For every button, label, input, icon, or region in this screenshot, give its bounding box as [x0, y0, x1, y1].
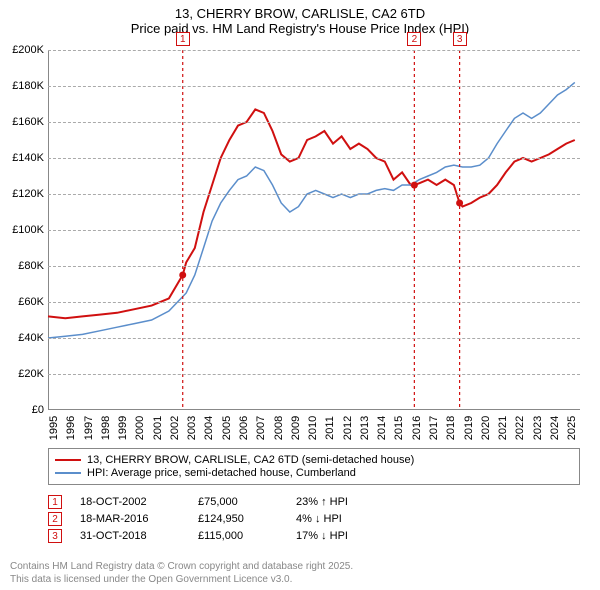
event-change: 17% ↓ HPI — [296, 530, 386, 542]
legend-item-property: 13, CHERRY BROW, CARLISLE, CA2 6TD (semi… — [55, 454, 573, 466]
xtick-label: 1997 — [83, 416, 95, 440]
event-marker: 3 — [453, 32, 467, 46]
ytick-label: £60K — [18, 296, 48, 308]
xtick-label: 2004 — [203, 416, 215, 440]
event-change: 4% ↓ HPI — [296, 513, 386, 525]
legend: 13, CHERRY BROW, CARLISLE, CA2 6TD (semi… — [48, 448, 580, 485]
xtick-label: 2009 — [290, 416, 302, 440]
xtick-label: 2020 — [480, 416, 492, 440]
event-price: £75,000 — [198, 496, 278, 508]
series-line-hpi — [48, 82, 575, 338]
event-date: 31-OCT-2018 — [80, 530, 180, 542]
xtick-label: 2006 — [238, 416, 250, 440]
event-marker: 2 — [407, 32, 421, 46]
ytick-label: £100K — [12, 224, 48, 236]
legend-swatch-hpi — [55, 472, 81, 474]
event-price: £115,000 — [198, 530, 278, 542]
ytick-label: £0 — [32, 404, 48, 416]
event-point — [456, 200, 463, 207]
event-date: 18-MAR-2016 — [80, 513, 180, 525]
event-num: 3 — [48, 529, 62, 543]
xtick-label: 1999 — [117, 416, 129, 440]
xtick-label: 2018 — [445, 416, 457, 440]
title-block: 13, CHERRY BROW, CARLISLE, CA2 6TD Price… — [0, 0, 600, 40]
xtick-label: 2013 — [359, 416, 371, 440]
event-num: 1 — [48, 495, 62, 509]
ytick-label: £140K — [12, 152, 48, 164]
event-date: 18-OCT-2002 — [80, 496, 180, 508]
ytick-label: £120K — [12, 188, 48, 200]
footer-line-1: Contains HM Land Registry data © Crown c… — [10, 560, 353, 573]
xtick-label: 2007 — [255, 416, 267, 440]
xtick-label: 2016 — [411, 416, 423, 440]
legend-label-property: 13, CHERRY BROW, CARLISLE, CA2 6TD (semi… — [87, 454, 414, 466]
event-num: 2 — [48, 512, 62, 526]
ytick-label: £20K — [18, 368, 48, 380]
footer: Contains HM Land Registry data © Crown c… — [10, 560, 353, 586]
title-line-1: 13, CHERRY BROW, CARLISLE, CA2 6TD — [0, 6, 600, 21]
event-row: 3 31-OCT-2018 £115,000 17% ↓ HPI — [48, 529, 580, 543]
chart-container: 13, CHERRY BROW, CARLISLE, CA2 6TD Price… — [0, 0, 600, 590]
ytick-label: £40K — [18, 332, 48, 344]
xtick-label: 2011 — [324, 416, 336, 440]
title-line-2: Price paid vs. HM Land Registry's House … — [0, 21, 600, 36]
ytick-label: £200K — [12, 44, 48, 56]
xtick-label: 2014 — [376, 416, 388, 440]
xtick-label: 2015 — [393, 416, 405, 440]
xtick-label: 2003 — [186, 416, 198, 440]
xtick-label: 2025 — [566, 416, 578, 440]
events-table: 1 18-OCT-2002 £75,000 23% ↑ HPI 2 18-MAR-2016… — [48, 492, 580, 546]
xtick-label: 2023 — [532, 416, 544, 440]
xtick-label: 2008 — [273, 416, 285, 440]
legend-item-hpi: HPI: Average price, semi-detached house,… — [55, 467, 573, 479]
chart-plot-area: £0£20K£40K£60K£80K£100K£120K£140K£160K£1… — [48, 50, 580, 410]
xtick-label: 1996 — [65, 416, 77, 440]
event-marker: 1 — [176, 32, 190, 46]
event-point — [411, 182, 418, 189]
event-price: £124,950 — [198, 513, 278, 525]
ytick-label: £160K — [12, 116, 48, 128]
legend-swatch-property — [55, 459, 81, 461]
xtick-label: 2005 — [221, 416, 233, 440]
ytick-label: £80K — [18, 260, 48, 272]
xtick-label: 2022 — [514, 416, 526, 440]
xtick-label: 2000 — [134, 416, 146, 440]
event-row: 2 18-MAR-2016 £124,950 4% ↓ HPI — [48, 512, 580, 526]
footer-line-2: This data is licensed under the Open Gov… — [10, 573, 353, 586]
event-row: 1 18-OCT-2002 £75,000 23% ↑ HPI — [48, 495, 580, 509]
series-line-property — [48, 109, 575, 318]
xtick-label: 1998 — [100, 416, 112, 440]
event-change: 23% ↑ HPI — [296, 496, 386, 508]
legend-label-hpi: HPI: Average price, semi-detached house,… — [87, 467, 356, 479]
xtick-label: 2021 — [497, 416, 509, 440]
xtick-label: 2001 — [152, 416, 164, 440]
xtick-label: 2002 — [169, 416, 181, 440]
chart-svg — [48, 50, 580, 410]
xtick-label: 2010 — [307, 416, 319, 440]
xtick-label: 2017 — [428, 416, 440, 440]
event-point — [179, 272, 186, 279]
xtick-label: 1995 — [48, 416, 60, 440]
xtick-label: 2019 — [463, 416, 475, 440]
ytick-label: £180K — [12, 80, 48, 92]
xtick-label: 2024 — [549, 416, 561, 440]
xtick-label: 2012 — [342, 416, 354, 440]
